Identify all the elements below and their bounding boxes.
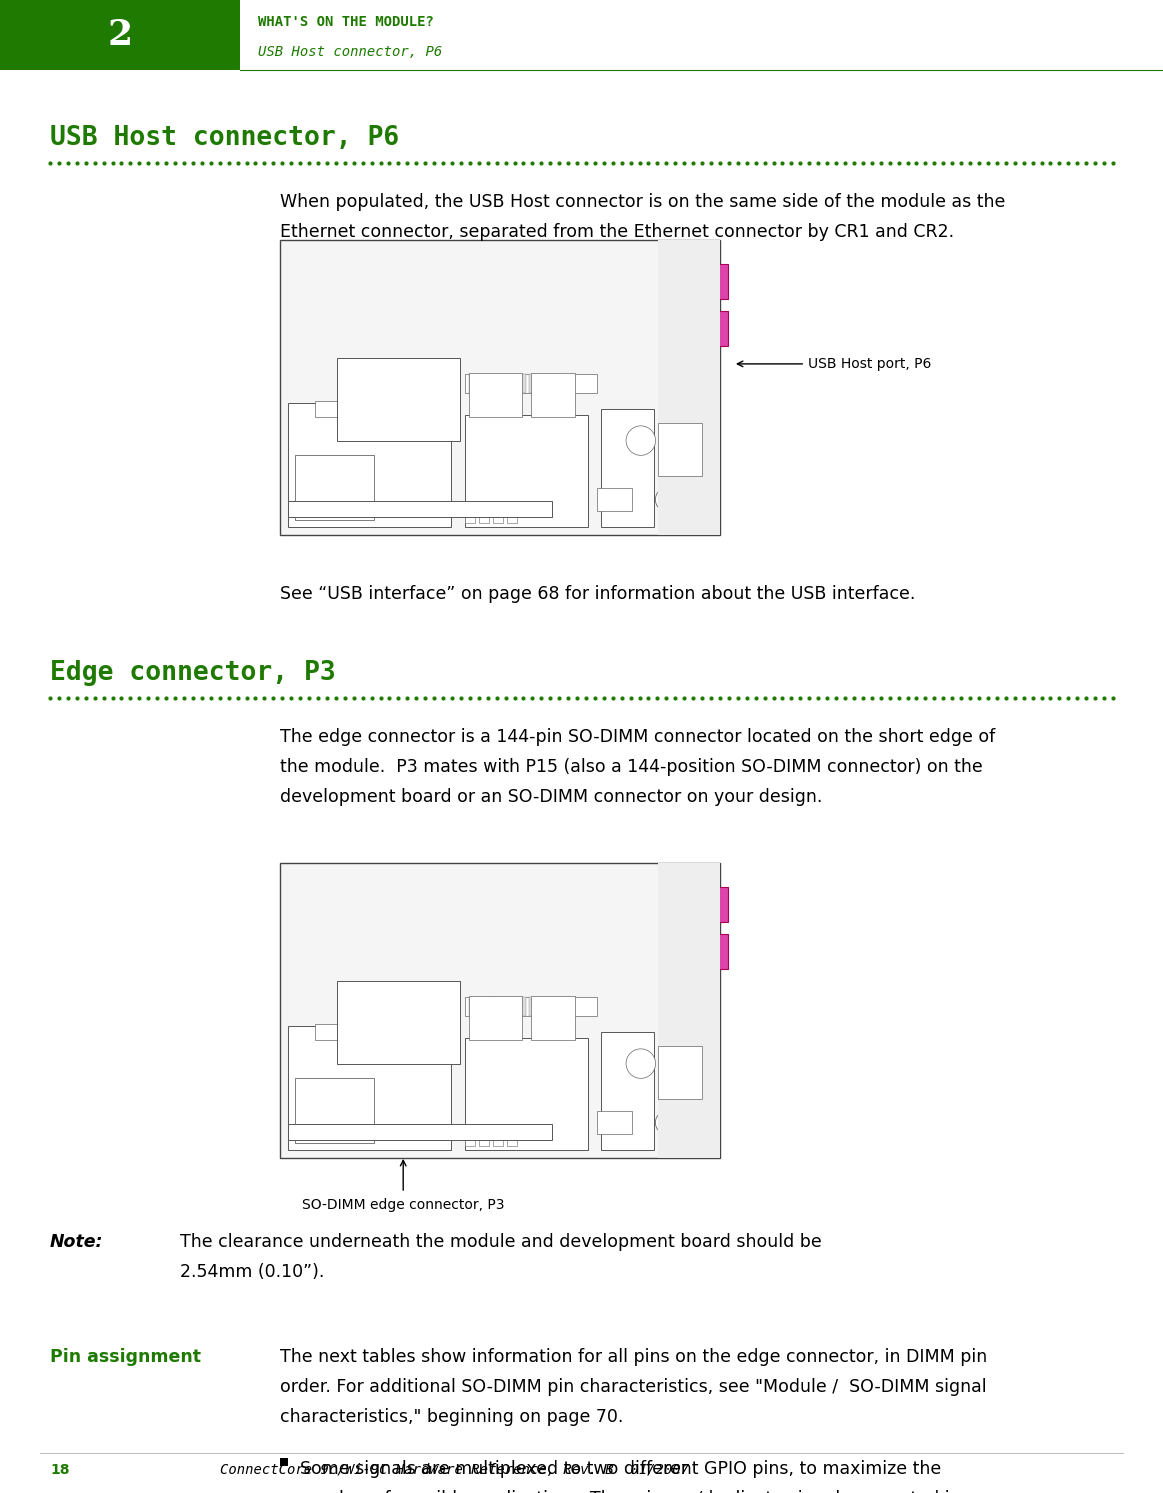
Bar (519, 375, 526, 393)
Bar (700, 264, 728, 299)
Text: USB Host port, P6: USB Host port, P6 (737, 357, 932, 370)
Bar (469, 373, 522, 417)
Bar (507, 1138, 516, 1147)
Bar (700, 933, 728, 969)
Text: 2.54mm (0.10”).: 2.54mm (0.10”). (180, 1263, 324, 1281)
Bar (601, 1032, 654, 1150)
Bar (295, 455, 374, 520)
Bar (499, 375, 506, 393)
Bar (465, 997, 597, 1017)
Text: 2: 2 (107, 18, 133, 52)
Bar (490, 375, 497, 393)
Text: the module.  P3 mates with P15 (also a 144-position SO-DIMM connector) on the: the module. P3 mates with P15 (also a 14… (280, 758, 983, 776)
Circle shape (656, 1111, 679, 1135)
Bar (490, 997, 497, 1017)
Bar (529, 375, 536, 393)
Bar (597, 1111, 632, 1135)
Bar (280, 863, 720, 1159)
Bar (509, 997, 516, 1017)
Bar (465, 1038, 588, 1150)
Bar (337, 981, 461, 1063)
Text: 18: 18 (50, 1463, 70, 1477)
Text: ConnectCore 9c/Wi-9C Hardware Reference, Rev. B  01/2007: ConnectCore 9c/Wi-9C Hardware Reference,… (220, 1463, 688, 1477)
Bar (295, 1078, 374, 1144)
Text: characteristics," beginning on page 70.: characteristics," beginning on page 70. (280, 1408, 623, 1426)
Bar (507, 515, 516, 523)
Bar (479, 1138, 488, 1147)
Bar (540, 997, 547, 1017)
Bar (315, 1024, 355, 1041)
Text: Pin assignment: Pin assignment (50, 1348, 201, 1366)
Bar (540, 375, 547, 393)
Bar (549, 997, 556, 1017)
Bar (280, 1459, 288, 1466)
Bar (288, 1124, 552, 1141)
Bar (519, 997, 526, 1017)
Bar (288, 1026, 451, 1150)
Bar (465, 515, 475, 523)
Bar (597, 488, 632, 512)
Bar (493, 1138, 502, 1147)
Text: Note:: Note: (50, 1233, 104, 1251)
Bar (479, 997, 486, 1017)
Text: The next tables show information for all pins on the edge connector, in DIMM pin: The next tables show information for all… (280, 1348, 987, 1366)
Circle shape (626, 1050, 656, 1078)
Bar (469, 375, 476, 393)
Text: The edge connector is a 144-pin SO-DIMM connector located on the short edge of: The edge connector is a 144-pin SO-DIMM … (280, 729, 996, 746)
Text: The clearance underneath the module and development board should be: The clearance underneath the module and … (180, 1233, 822, 1251)
Bar (465, 375, 597, 393)
Text: order. For additional SO-DIMM pin characteristics, see "Module /  SO-DIMM signal: order. For additional SO-DIMM pin charac… (280, 1378, 986, 1396)
Bar (479, 375, 486, 393)
Text: development board or an SO-DIMM connector on your design.: development board or an SO-DIMM connecto… (280, 788, 822, 806)
Bar (499, 997, 506, 1017)
Bar (509, 375, 516, 393)
Bar (529, 997, 536, 1017)
Bar (315, 400, 355, 417)
Bar (700, 887, 728, 923)
Bar (280, 240, 720, 534)
Text: See “USB interface” on page 68 for information about the USB interface.: See “USB interface” on page 68 for infor… (280, 585, 915, 603)
Circle shape (626, 426, 656, 455)
Bar (530, 373, 575, 417)
Bar (288, 502, 552, 517)
Bar (469, 997, 476, 1017)
Bar (337, 358, 461, 440)
Bar (530, 996, 575, 1041)
Bar (658, 423, 702, 476)
Bar (0, 0, 240, 70)
Text: USB Host connector, P6: USB Host connector, P6 (258, 45, 442, 60)
Bar (658, 1047, 702, 1099)
Text: number of possible applications. The primary/duplicate signals are noted in: number of possible applications. The pri… (300, 1490, 961, 1493)
Text: When populated, the USB Host connector is on the same side of the module as the: When populated, the USB Host connector i… (280, 193, 1005, 211)
Bar (288, 403, 451, 527)
Bar (469, 996, 522, 1041)
Text: USB Host connector, P6: USB Host connector, P6 (50, 125, 399, 151)
Bar (658, 240, 720, 534)
Bar (700, 311, 728, 346)
Bar (658, 863, 720, 1159)
Text: WHAT'S ON THE MODULE?: WHAT'S ON THE MODULE? (258, 15, 434, 28)
Bar (465, 1138, 475, 1147)
Bar (493, 515, 502, 523)
Text: Some signals are multiplexed to two different GPIO pins, to maximize the: Some signals are multiplexed to two diff… (300, 1460, 941, 1478)
Text: Edge connector, P3: Edge connector, P3 (50, 660, 336, 685)
Bar (601, 409, 654, 527)
Bar (465, 415, 588, 527)
Circle shape (656, 488, 679, 512)
Bar (549, 375, 556, 393)
Bar (479, 515, 488, 523)
Text: SO-DIMM edge connector, P3: SO-DIMM edge connector, P3 (302, 1197, 505, 1212)
Text: Ethernet connector, separated from the Ethernet connector by CR1 and CR2.: Ethernet connector, separated from the E… (280, 222, 954, 240)
